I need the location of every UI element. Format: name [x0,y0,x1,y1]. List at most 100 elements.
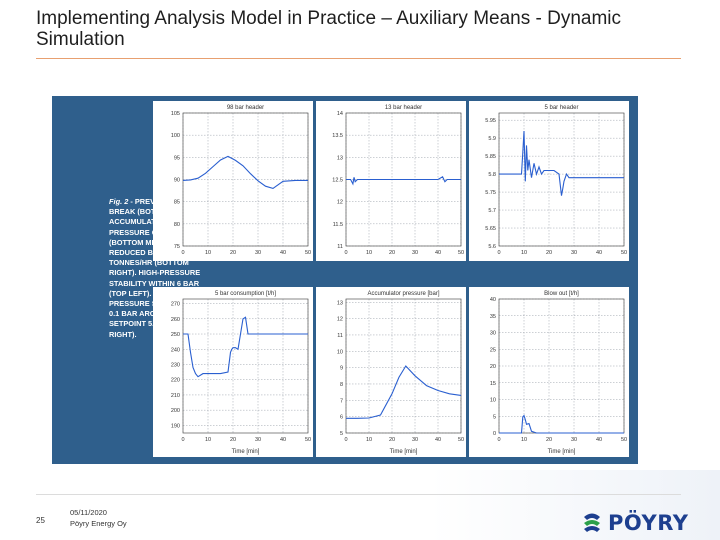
y-tick-label: 220 [171,378,180,384]
series-line [499,414,624,434]
y-tick-label: 25 [490,347,496,353]
chart-blow-out-svg: Blow out [t/h] 0 10 20 30 40 50 0 5 10 15 20 25 30 35 4… [490,291,627,455]
x-tick-label: 40 [596,437,602,443]
series-line [183,316,308,378]
plot-frame [182,298,309,434]
series-line [499,130,624,196]
y-tick-label: 9 [340,366,343,372]
y-tick-label: 13.5 [332,133,343,139]
plot-frame [345,298,462,434]
chart-5-bar-header: 5 bar header 0 10 20 30 40 50 5.6 5.65 5.7 5.75 5.8… [469,101,629,261]
y-tick-label: 95 [174,155,180,161]
y-tick-label: 270 [171,302,180,308]
y-tick-label: 240 [171,347,180,353]
x-tick-label: 50 [621,437,627,443]
chart-accumulator-pressure-svg: Accumulator pressure [bar] 0 10 20 30 40 50 5 6 7… [337,291,464,455]
chart-title: Accumulator pressure [bar] [367,291,439,297]
y-tick-label: 190 [171,423,180,429]
chart-title: 13 bar header [385,105,422,111]
x-tick-label: 10 [205,250,211,256]
x-axis-label: Time [min] [548,449,576,455]
x-tick-label: 30 [412,437,418,443]
chart-title: Blow out [t/h] [544,291,579,297]
y-tick-label: 80 [174,222,180,228]
y-tick-label: 15 [490,381,496,387]
y-tick-label: 5.75 [485,190,496,196]
x-tick-label: 50 [305,250,311,256]
x-tick-label: 30 [255,250,261,256]
y-tick-label: 12 [337,317,343,323]
series-line [182,155,308,190]
y-tick-label: 35 [490,314,496,320]
chart-title: 98 bar header [227,105,264,111]
x-tick-label: 20 [546,437,552,443]
chart-blow-out: Blow out [t/h] 0 10 20 30 40 50 0 5 10 15 20 25 30 35 4… [469,287,629,457]
chart-98-bar-header-svg: 98 bar header 0 10 20 30 40 50 75 80 85 90 95 100 105 [171,105,311,256]
poyry-logo-icon [584,513,600,532]
x-tick-label: 40 [280,437,286,443]
chart-13-bar-header: 13 bar header 0 10 20 30 40 50 11 11.5 12 12.5 13 13… [316,101,466,261]
series-line [346,365,462,419]
slide-title: Implementing Analysis Model in Practice … [36,8,622,50]
x-tick-label: 10 [521,250,527,256]
y-tick-label: 14 [337,111,343,117]
chart-title: 5 bar consumption [t/h] [215,291,276,297]
x-tick-label: 50 [305,437,311,443]
y-tick-label: 7 [340,398,343,404]
y-tick-label: 10 [490,398,496,404]
x-tick-label: 40 [596,250,602,256]
x-tick-label: 0 [497,250,500,256]
y-tick-label: 5.9 [488,136,496,142]
chart-accumulator-pressure: Accumulator pressure [bar] 0 10 20 30 40 50 5 6 7… [316,287,466,457]
y-tick-label: 210 [171,393,180,399]
x-tick-label: 20 [389,250,395,256]
chart-5-bar-consumption-svg: 5 bar consumption [t/h] 0 10 20 30 40 50 190 200… [171,291,311,455]
x-tick-label: 30 [571,250,577,256]
x-axis-label: Time [min] [390,449,418,455]
x-axis-label: Time [min] [232,449,260,455]
x-tick-label: 0 [181,250,184,256]
y-tick-label: 12.5 [332,178,343,184]
y-tick-label: 5.7 [488,208,496,214]
x-tick-label: 0 [181,437,184,443]
y-tick-label: 8 [340,382,343,388]
x-tick-label: 10 [366,437,372,443]
y-tick-label: 20 [490,364,496,370]
y-tick-label: 75 [174,244,180,250]
x-tick-label: 20 [230,437,236,443]
y-tick-label: 5.6 [488,244,496,250]
page-number: 25 [36,516,45,525]
y-tick-label: 11 [337,333,343,339]
poyry-logo: PÖYRY [580,510,688,536]
y-tick-label: 5.95 [485,118,496,124]
y-tick-label: 0 [493,431,496,437]
y-tick-label: 105 [171,111,180,117]
y-tick-label: 5.8 [488,172,496,178]
chart-title: 5 bar header [544,105,578,111]
y-tick-label: 230 [171,362,180,368]
y-tick-label: 100 [171,133,180,139]
x-tick-label: 0 [344,437,347,443]
y-tick-label: 260 [171,317,180,323]
x-tick-label: 30 [412,250,418,256]
x-tick-label: 50 [458,250,464,256]
x-tick-label: 10 [521,437,527,443]
y-tick-label: 200 [171,408,180,414]
y-tick-label: 13 [337,155,343,161]
x-tick-label: 10 [366,250,372,256]
y-tick-label: 30 [490,331,496,337]
y-tick-label: 5 [340,431,343,437]
footer-divider [36,494,681,495]
footer-company: Pöyry Energy Oy [70,519,127,528]
y-tick-label: 40 [490,297,496,303]
x-tick-label: 30 [571,437,577,443]
x-tick-label: 20 [546,250,552,256]
chart-5-bar-header-svg: 5 bar header 0 10 20 30 40 50 5.6 5.65 5.7 5.75 5.8… [485,105,627,256]
y-tick-label: 11 [337,244,343,250]
y-tick-label: 13 [337,300,343,306]
plot-frame [498,112,625,247]
x-tick-label: 40 [280,250,286,256]
y-tick-label: 5 [493,414,496,420]
chart-5-bar-consumption: 5 bar consumption [t/h] 0 10 20 30 40 50 190 200… [153,287,313,457]
y-tick-label: 250 [171,332,180,338]
